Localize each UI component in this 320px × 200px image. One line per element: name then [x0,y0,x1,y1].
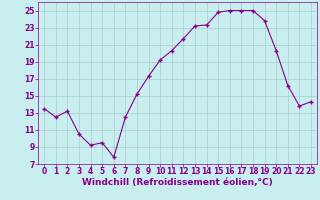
X-axis label: Windchill (Refroidissement éolien,°C): Windchill (Refroidissement éolien,°C) [82,178,273,187]
